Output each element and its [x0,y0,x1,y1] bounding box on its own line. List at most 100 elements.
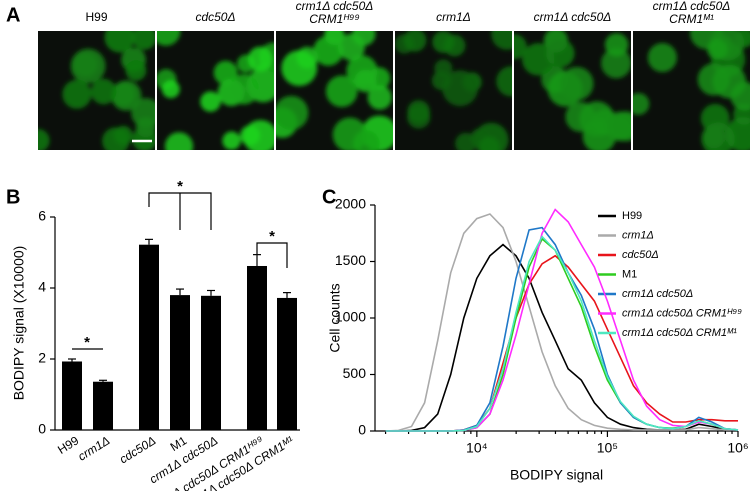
y-tick-label: 4 [38,279,46,295]
cell [559,66,594,101]
bar [277,297,297,430]
cell [455,132,477,150]
cell [276,95,309,130]
cell [442,70,479,107]
cell [707,39,728,60]
cell [228,74,259,105]
legend-label: cdc50Δ [622,249,659,261]
cells [633,31,750,150]
series-line [385,235,739,432]
x-tick-label: 10⁶ [727,440,748,456]
cells [157,31,274,150]
y-tick-label: 1000 [335,309,366,325]
bar [139,244,159,430]
cell [111,80,142,111]
y-tick-label: 0 [38,421,46,437]
image-label: crm1Δ cdc50Δ [296,0,374,13]
y-tick-label: 2000 [335,196,366,212]
cell [200,91,221,112]
panel-label: B [6,186,20,208]
cells [276,31,393,150]
y-tick-label: 1500 [335,252,366,268]
image-label: crm1Δ [436,10,471,24]
cell [102,127,130,150]
cell [735,31,750,48]
legend-label: crm1Δ cdc50Δ [622,288,693,300]
cell [313,35,344,66]
x-tick-label: 10⁵ [597,440,618,456]
cell [62,79,92,109]
bar [62,361,82,430]
bar [93,381,113,430]
cell [38,128,50,150]
cell [432,31,455,53]
cell [132,126,155,150]
significance-label: * [177,178,183,195]
image-label: CRM1ᴹ¹ [669,12,714,26]
cell [164,132,194,150]
bar [170,295,190,430]
cell [601,48,631,79]
cell [434,59,453,78]
cell [131,98,155,128]
cell [604,33,629,57]
cell [403,31,427,52]
legend-label: crm1Δ cdc50Δ CRM1ᴹ¹ [622,327,737,339]
cell [161,80,180,99]
image-label: crm1Δ cdc50Δ [653,0,731,13]
y-axis-label: BODIPY signal (X10000) [11,246,27,401]
cells [395,31,512,150]
cell [352,31,376,46]
image-label: crm1Δ cdc50Δ [534,10,612,24]
cell [125,60,147,81]
cell [222,131,241,150]
cell [545,39,575,68]
line-chart: 0 500 1000 1500 2000 10⁴ 10⁵ 10⁶ BODIPY signal Ce… [327,196,749,483]
legend-label: H99 [622,210,642,222]
cell [491,31,512,50]
cell [647,42,677,73]
bar [201,295,221,430]
legend-label: crm1Δ cdc50Δ CRM1ᴴ⁹⁹ [622,307,742,319]
cell [281,50,318,86]
cell [725,116,750,150]
cell [514,34,527,60]
cell [579,101,615,137]
cell [90,78,117,105]
cells [38,31,155,150]
y-tick-label: 500 [343,365,367,381]
image-label: H99 [85,10,107,24]
series-line [385,213,738,432]
significance-label: * [84,334,90,351]
image-label: cdc50Δ [195,10,235,24]
panel-label: A [6,4,20,26]
legend-label: M1 [622,268,637,280]
x-tick-label: cdc50Δ [117,433,158,466]
cell [352,130,380,150]
cell [132,31,155,50]
cells [514,31,631,150]
cell [73,52,98,78]
significance-label: * [269,228,275,245]
y-tick-label: 2 [38,350,46,366]
cell [607,116,631,141]
y-tick-label: 6 [38,208,46,224]
cell [247,46,273,72]
y-axis-label: Cell counts [327,283,343,352]
legend-label: crm1Δ [622,229,654,241]
bar [247,265,267,430]
cell [633,92,650,115]
x-axis-label: BODIPY signal [510,467,603,483]
cell [213,60,238,85]
significance-bracket [148,192,212,230]
cell [479,136,500,150]
cell [104,31,135,53]
x-tick-label: crm1Δ [75,433,112,463]
cell [243,120,274,150]
cell [407,100,430,123]
cell [346,55,378,87]
cell [367,85,392,110]
